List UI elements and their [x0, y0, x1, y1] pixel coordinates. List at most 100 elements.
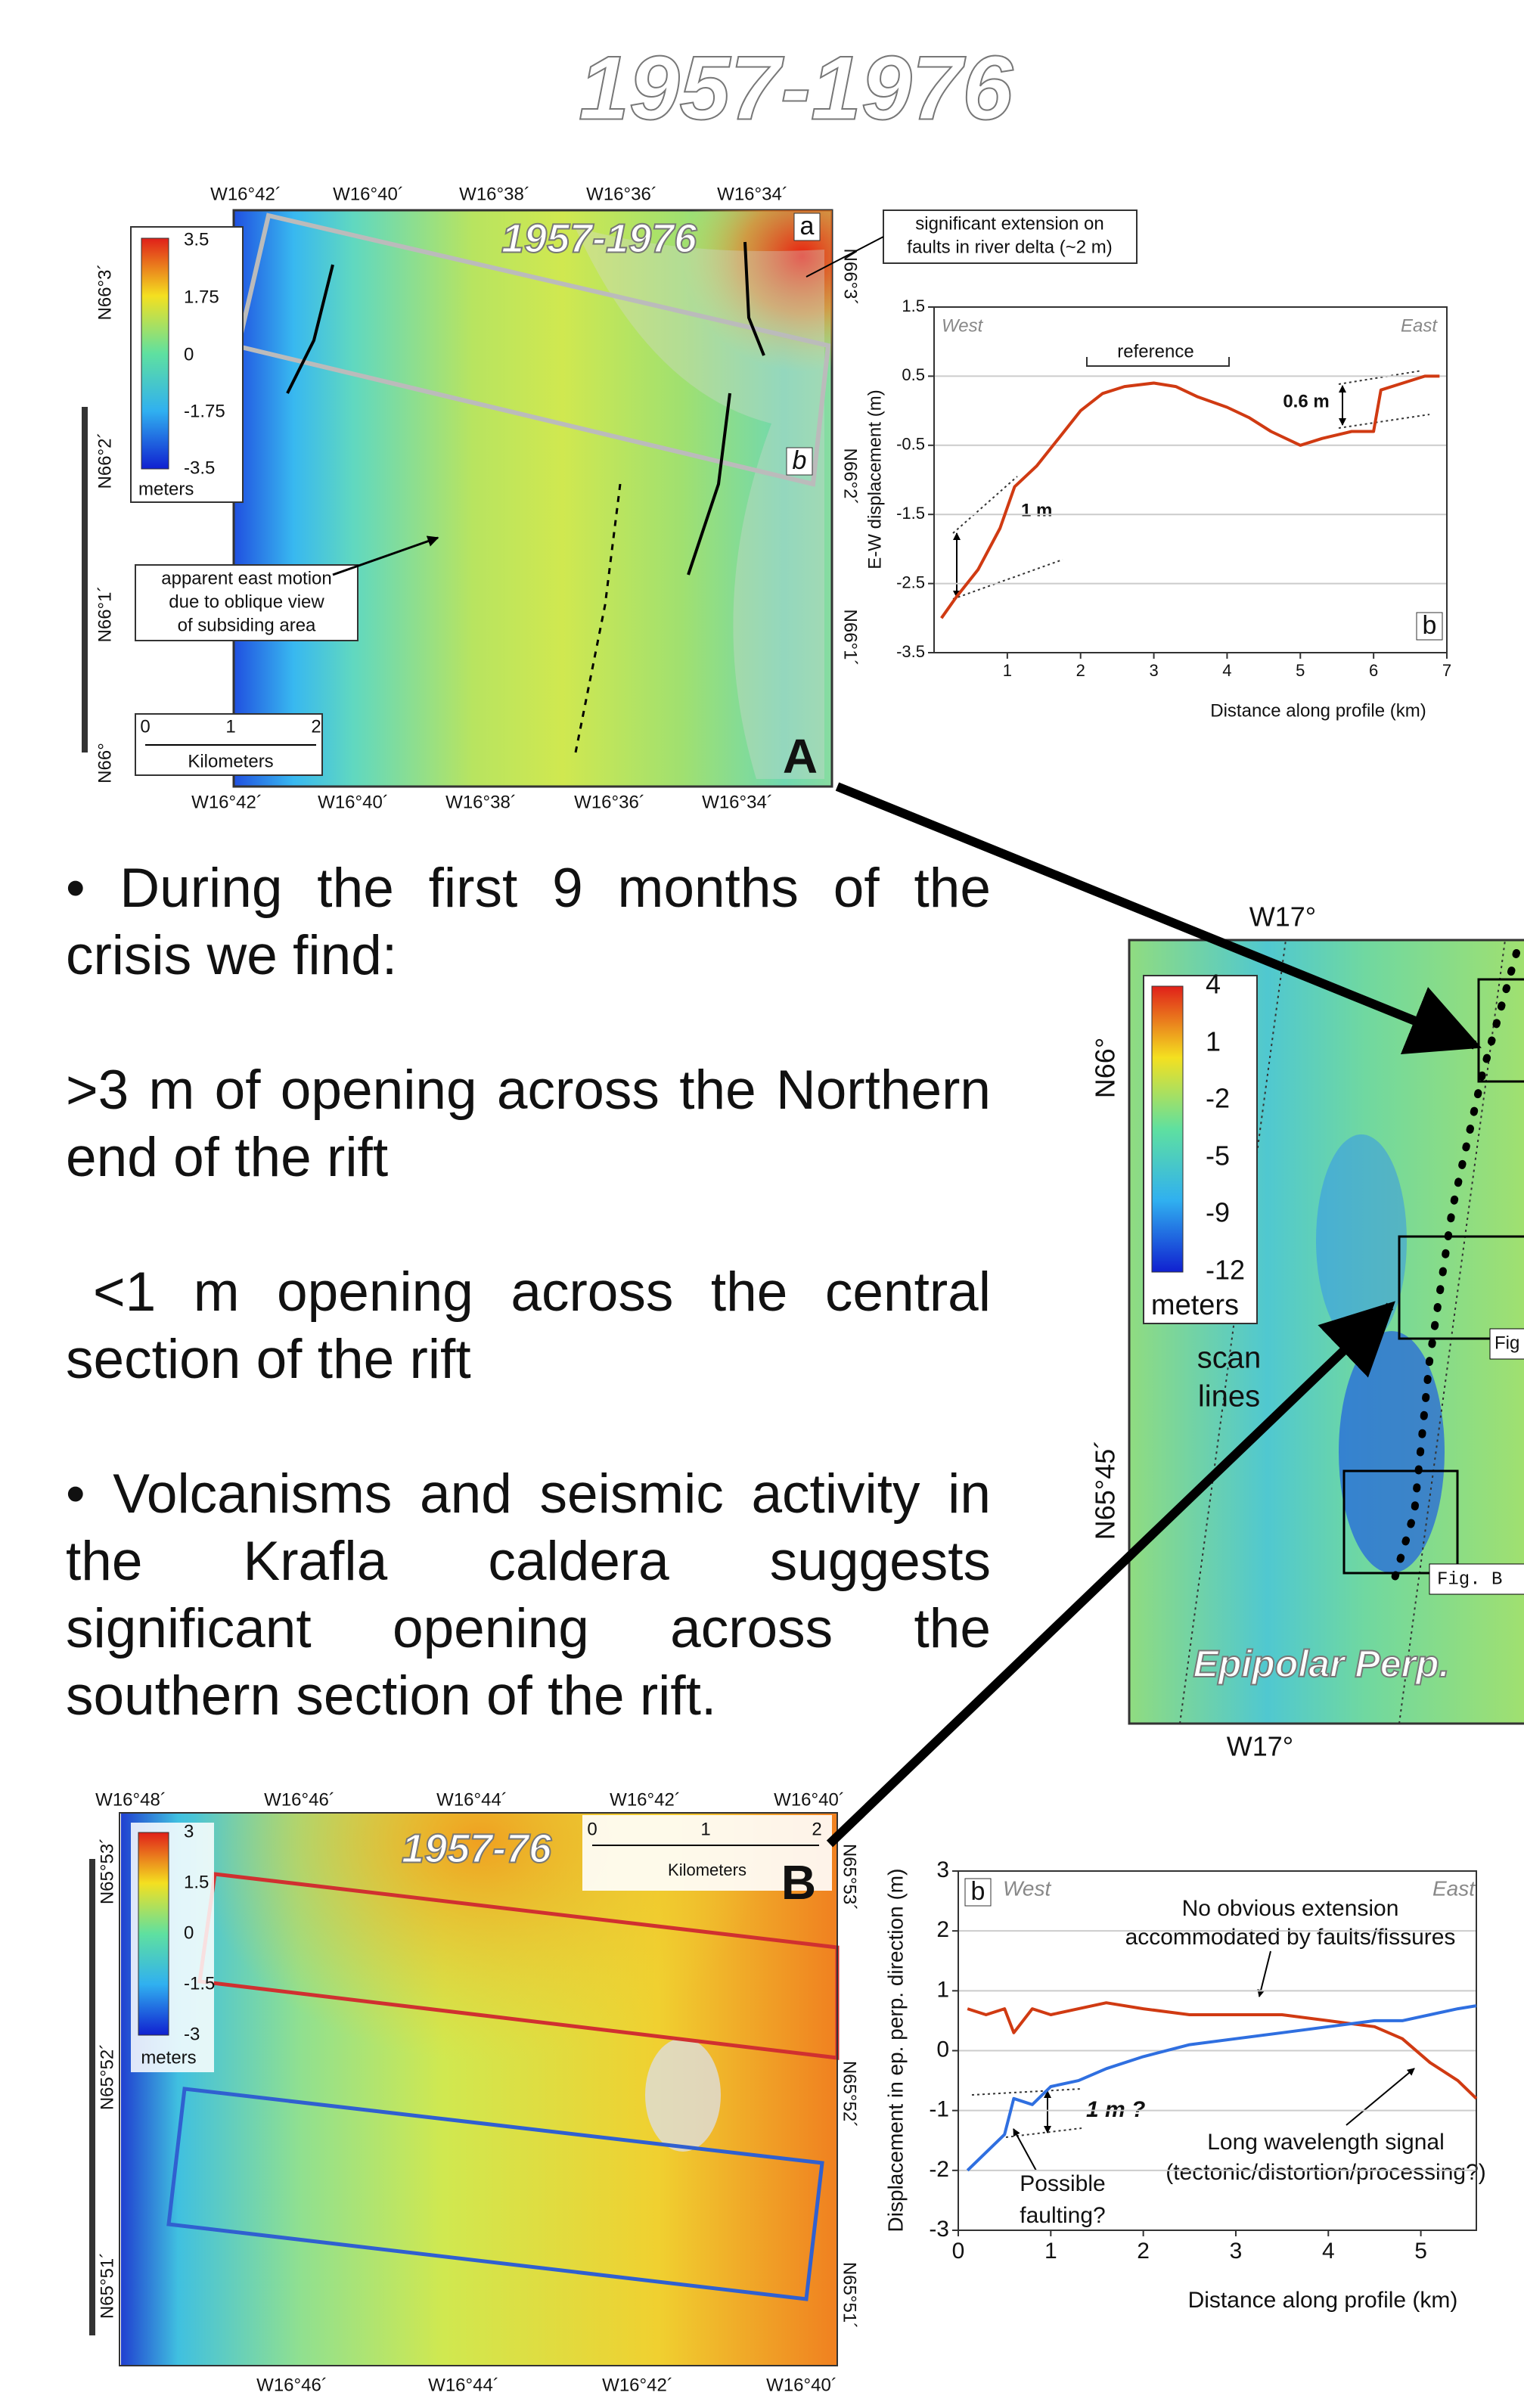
body-text: • During the first 9 months of the crisi…: [66, 855, 991, 1797]
guide-line: [1339, 414, 1429, 428]
chart-2: Displacement in ep. perp. direction (m) …: [883, 1869, 1485, 2313]
lat-label: N65°52´: [97, 2043, 117, 2110]
x-axis-label: Distance along profile (km): [1210, 700, 1426, 721]
lon-label: W17°: [1249, 901, 1316, 932]
scale-tick: 1: [225, 716, 235, 737]
colorbar-label: 0: [184, 344, 194, 365]
lon-label: W16°36´: [574, 792, 645, 812]
lon-label: W16°38´: [459, 184, 530, 204]
colorbar-unit: meters: [141, 2047, 196, 2068]
x-tick-label: 2: [1076, 661, 1085, 680]
paragraph: >3 m of opening across the Northern end …: [66, 1057, 991, 1191]
x-tick-label: 4: [1322, 2239, 1335, 2264]
annotation: accommodated by faults/fissures: [1125, 1925, 1456, 1950]
colorbar-label: 1: [1206, 1026, 1221, 1057]
inset-title: 1957-76: [402, 1826, 552, 1871]
guide-line: [972, 2089, 1082, 2095]
scale-tick: 1: [700, 1819, 710, 1839]
inset-title: Epipolar Perp.: [1193, 1643, 1450, 1685]
lat-label: N65°52´: [840, 2061, 860, 2127]
lat-label: N65°51´: [840, 2262, 860, 2329]
paragraph: • During the first 9 months of the crisi…: [66, 855, 991, 989]
paragraph: • Volcanisms and seismic activity in the…: [66, 1460, 991, 1730]
x-tick-label: 2: [1137, 2239, 1150, 2264]
data-line: [942, 376, 1440, 618]
x-tick-label: 5: [1296, 661, 1305, 680]
y-tick-label: 1.5: [902, 296, 925, 315]
annotation-arrow: [1259, 1951, 1271, 1997]
x-tick-label: 1: [1044, 2239, 1057, 2264]
lon-label: W16°36´: [586, 184, 657, 204]
annotation-arrow: [1013, 2129, 1036, 2171]
x-axis-label: Distance along profile (km): [1188, 2288, 1458, 2313]
lon-label: W16°34´: [702, 792, 773, 812]
y-tick-label: -2: [929, 2157, 949, 2182]
colorbar-label: -9: [1206, 1197, 1230, 1228]
colorbar-label: -2: [1206, 1083, 1230, 1114]
scale-tick: 2: [812, 1819, 821, 1839]
y-tick-label: -3.5: [896, 642, 925, 661]
y-tick-label: -0.5: [896, 435, 925, 454]
lat-label: N66°1´: [95, 586, 115, 643]
annotation: West: [942, 315, 984, 336]
colorbar-unit: meters: [138, 479, 194, 499]
colorbar-label: -1.75: [184, 401, 225, 421]
lat-label: N66°: [1090, 1038, 1121, 1098]
page: 1957-1976 3.5 1.75 0 -1.75 -3.5 meters 1…: [0, 0, 1524, 2408]
colorbar-label: -5: [1206, 1140, 1230, 1171]
colorbar: [1152, 986, 1183, 1272]
lat-label: N66°2´: [95, 433, 115, 489]
annotation-arrow: [1346, 2068, 1414, 2125]
annotation: lines: [1198, 1380, 1260, 1413]
box-label: Fig: [1495, 1333, 1519, 1353]
panel-label: A: [783, 729, 818, 784]
scale-tick: 0: [587, 1819, 597, 1839]
y-tick-label: -1: [929, 2097, 949, 2122]
lon-label: W16°42´: [191, 792, 262, 812]
lon-label: W16°34´: [717, 184, 788, 204]
annotation: faulting?: [1020, 2203, 1105, 2228]
colorbar-label: -3: [184, 2024, 200, 2044]
annotation: 1 m ?: [1086, 2097, 1145, 2122]
colorbar-label: 3: [184, 1821, 194, 1842]
lon-label: W16°40´: [318, 792, 389, 812]
lat-label: N66°1´: [840, 610, 861, 666]
colorbar-label: -12: [1206, 1255, 1245, 1286]
lon-label: W17°: [1227, 1731, 1293, 1762]
y-tick-label: 2: [936, 1917, 949, 1942]
annotation: due to oblique view: [169, 591, 324, 612]
strip-label: b: [793, 446, 807, 475]
lat-label: N66°: [95, 743, 115, 784]
panel-label: B: [781, 1855, 816, 1910]
y-axis-label: Displacement in ep. perp. direction (m): [883, 1869, 907, 2233]
side-bar: [82, 407, 88, 752]
lon-label: W16°44´: [428, 2375, 499, 2395]
map-right-patch: [1339, 1331, 1445, 1573]
inset-title: 1957-1976: [501, 216, 697, 261]
colorbar-unit: meters: [1151, 1289, 1239, 1321]
colorbar: [141, 238, 169, 469]
colorbar-label: 3.5: [184, 229, 209, 250]
scale-tick: 0: [140, 716, 150, 737]
colorbar-label: 4: [1206, 969, 1221, 1000]
colorbar: [138, 1832, 169, 2035]
x-tick-label: 1: [1003, 661, 1012, 680]
annotation: East: [1401, 315, 1438, 336]
lat-label: N66°3´: [95, 264, 115, 321]
annotation: Long wavelength signal: [1207, 2130, 1445, 2155]
x-tick-label: 3: [1230, 2239, 1243, 2264]
x-tick-label: 0: [952, 2239, 965, 2264]
annotation: No obvious extension: [1182, 1896, 1399, 1921]
page-title: 1957-1976: [579, 38, 1013, 139]
annotation: 0.6 m: [1283, 391, 1329, 411]
lat-label: N65°51´: [97, 2252, 117, 2319]
lon-label: W16°40´: [333, 184, 404, 204]
map-a: 3.5 1.75 0 -1.75 -3.5 meters 1957-1976 a…: [82, 184, 1137, 812]
map-b-warm-zone: [121, 1813, 837, 2366]
annotation: apparent east motion: [161, 568, 331, 588]
annotation: Possible: [1020, 2171, 1105, 2196]
annotation: (tectonic/distortion/processing?): [1166, 2160, 1486, 2185]
annotation: West: [1003, 1876, 1051, 1900]
colorbar-label: 0: [184, 1922, 194, 1943]
colorbar-label: 1.75: [184, 287, 219, 307]
